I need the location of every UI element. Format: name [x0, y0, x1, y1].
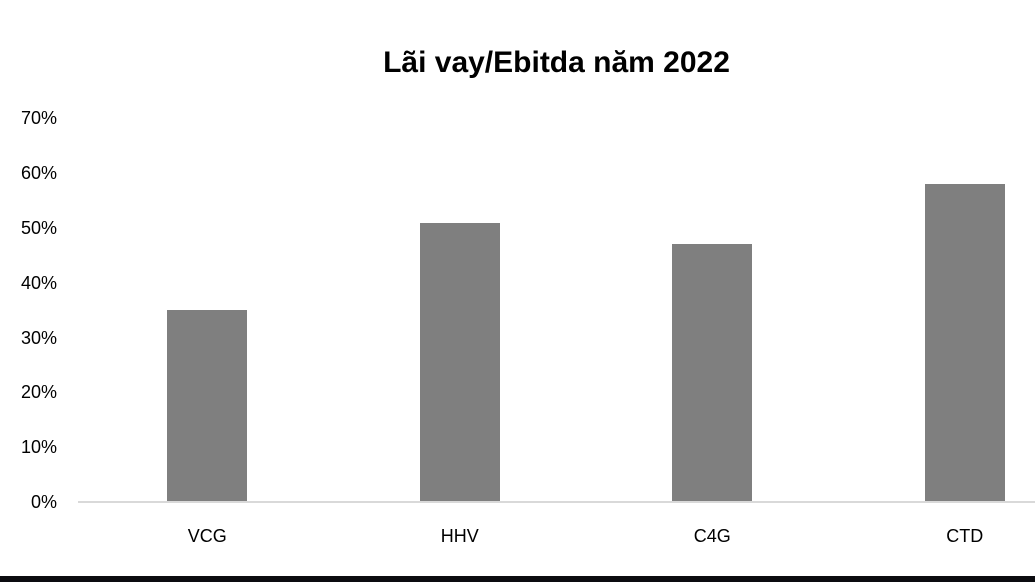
x-axis-line [78, 501, 1035, 503]
bar-ctd [924, 184, 1005, 502]
y-tick-label-40: 40% [20, 272, 57, 293]
x-label-ctd: CTD [946, 526, 984, 546]
bar-hhv [419, 222, 500, 502]
bar-c4g [672, 244, 753, 502]
x-label-vcg: VCG [187, 526, 227, 546]
y-tick-label-60: 60% [20, 163, 57, 184]
x-label-hhv: HHV [440, 526, 479, 546]
x-label-c4g: C4G [693, 526, 731, 546]
y-tick-label-30: 30% [20, 327, 57, 348]
y-tick-label-20: 20% [20, 382, 57, 403]
chart-title: Lãi vay/Ebitda năm 2022 [383, 46, 730, 79]
y-tick-label-70: 70% [20, 108, 57, 129]
y-tick-label-50: 50% [20, 218, 57, 238]
y-tick-label-10: 10% [20, 437, 57, 458]
y-tick-label-0: 0% [30, 492, 57, 512]
bar-vcg [167, 310, 248, 502]
bottom-divider-bar [0, 576, 1035, 582]
